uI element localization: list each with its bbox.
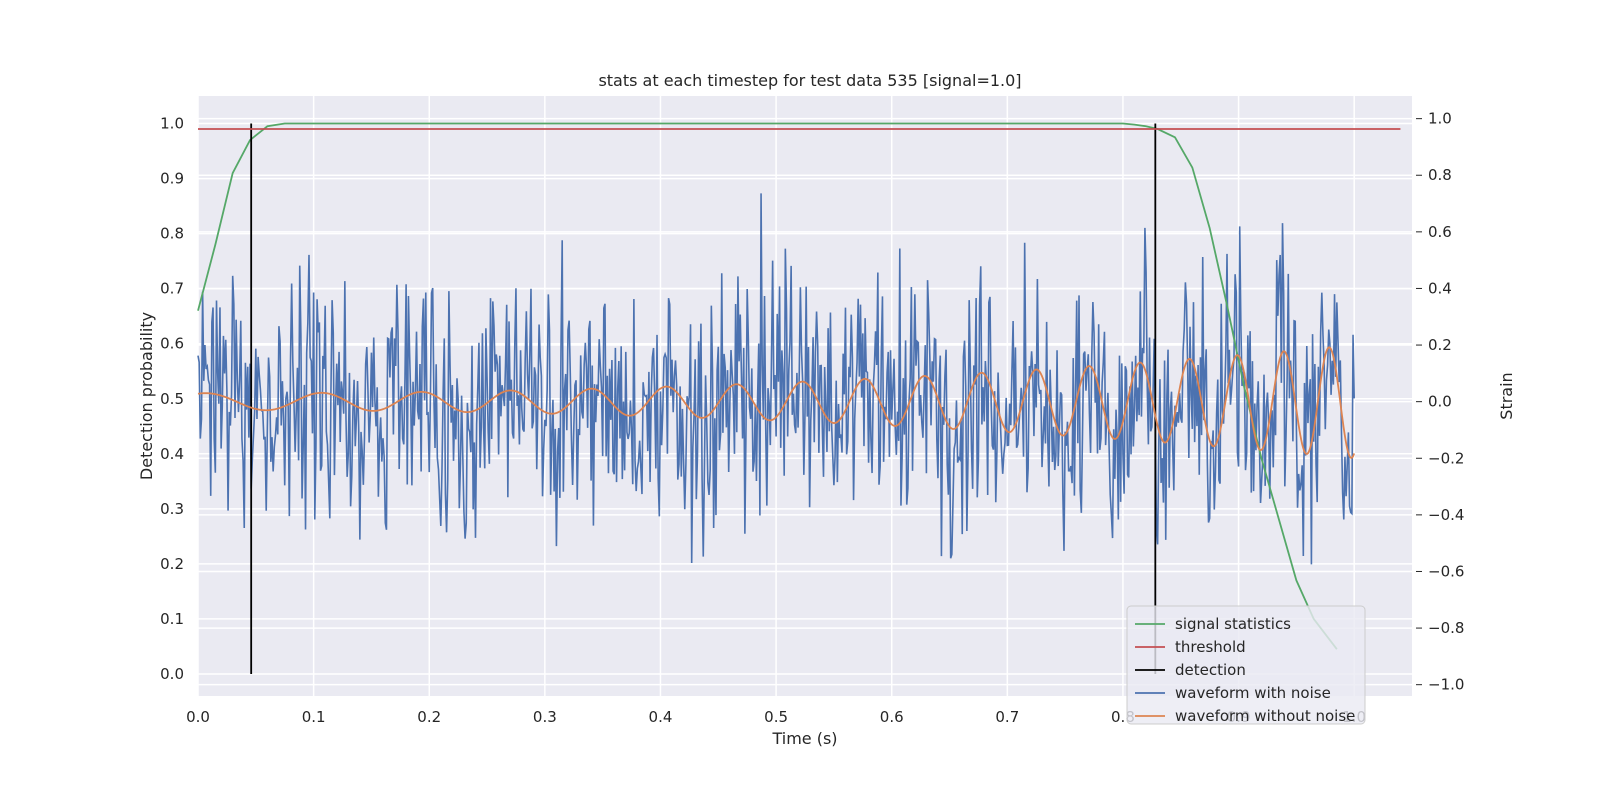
y-right-tick-label: −0.4 [1428, 506, 1464, 524]
y-right-tick-label: 0.6 [1428, 223, 1452, 241]
y-left-tick-label: 0.5 [160, 390, 184, 408]
x-tick-label: 0.1 [302, 708, 326, 726]
y-left-tick-label: 0.0 [160, 665, 184, 683]
legend-label: waveform without noise [1175, 707, 1355, 725]
y-right-tick-label: 0.4 [1428, 279, 1452, 297]
y-axis-left-label: Detection probability [137, 312, 156, 480]
x-tick-label: 0.5 [764, 708, 788, 726]
x-tick-label: 0.7 [995, 708, 1019, 726]
y-left-tick-label: 0.1 [160, 610, 184, 628]
y-right-tick-label: −0.6 [1428, 562, 1464, 580]
y-left-tick-label: 0.7 [160, 280, 184, 298]
x-tick-label: 0.2 [417, 708, 441, 726]
legend-label: signal statistics [1175, 615, 1291, 633]
y-right-tick-label: 0.0 [1428, 393, 1452, 411]
y-left-tick-label: 0.3 [160, 500, 184, 518]
y-axis-right-label: Strain [1497, 372, 1516, 419]
y-left-tick-label: 0.4 [160, 445, 184, 463]
legend: signal statistics threshold detection wavef… [1126, 605, 1366, 725]
legend-label: waveform with noise [1175, 684, 1331, 702]
y-right-tick-label: 0.8 [1428, 166, 1452, 184]
y-right-tick-label: −0.2 [1428, 449, 1464, 467]
series-signal-statistics [197, 122, 1338, 650]
y-right-tick-label: −1.0 [1428, 676, 1464, 694]
legend-label: threshold [1175, 638, 1246, 656]
x-tick-label: 0.0 [186, 708, 210, 726]
y-left-tick-label: 1.0 [160, 115, 184, 133]
y-right-tick-label: 0.2 [1428, 336, 1452, 354]
y-left-tick-label: 0.2 [160, 555, 184, 573]
x-axis-label: Time (s) [771, 729, 837, 748]
series-waveform-without-noise [197, 346, 1356, 460]
x-tick-label: 0.3 [533, 708, 557, 726]
y-left-tick-label: 0.9 [160, 170, 184, 188]
y-right-tick-label: −0.8 [1428, 619, 1464, 637]
x-tick-label: 0.4 [649, 708, 673, 726]
y-right-tick-label: 1.0 [1428, 110, 1452, 128]
legend-box [1126, 605, 1366, 725]
y-left-tick-label: 0.8 [160, 225, 184, 243]
series-layer [197, 122, 1401, 674]
y-left-tick-label: 0.6 [160, 335, 184, 353]
chart-title: stats at each timestep for test data 535… [598, 71, 1021, 90]
legend-label: detection [1175, 661, 1246, 679]
series-waveform-with-noise [197, 193, 1355, 565]
x-tick-label: 0.6 [880, 708, 904, 726]
